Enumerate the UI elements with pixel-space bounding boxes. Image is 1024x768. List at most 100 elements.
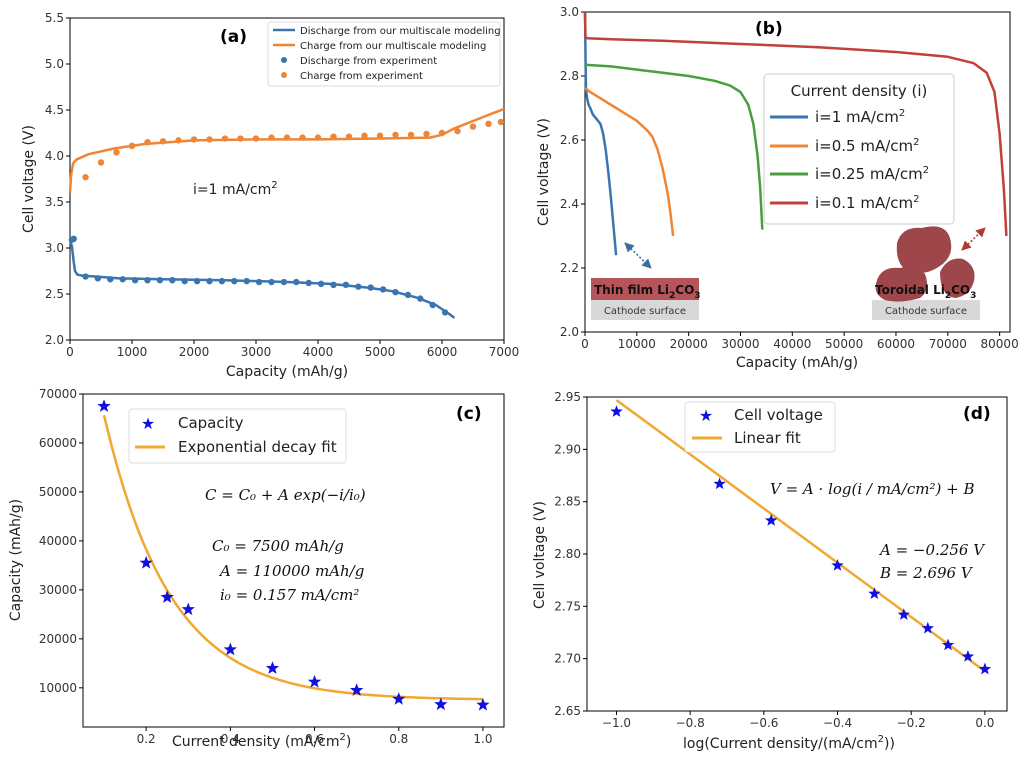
data-point <box>131 277 139 284</box>
data-point <box>379 286 387 293</box>
data-point-star <box>897 608 910 620</box>
x-tick-label: 70000 <box>929 337 967 351</box>
data-point-star <box>713 477 726 490</box>
cathode-surface-left <box>591 300 699 320</box>
y-tick-label: 2.6 <box>560 133 579 147</box>
data-point-star <box>941 638 955 651</box>
y-axis-label-c: Capacity (mAh/g) <box>8 499 24 621</box>
data-point <box>97 159 105 166</box>
data-point-star <box>961 650 975 662</box>
equation-c-main: C = C₀ + A exp(−i/i₀) <box>205 486 366 504</box>
data-point-star <box>139 555 153 569</box>
x-tick-label: 30000 <box>721 337 759 351</box>
data-point-star <box>350 683 364 696</box>
data-point <box>423 130 430 138</box>
panel-label-d: (d) <box>963 404 991 424</box>
data-point <box>404 291 412 299</box>
x-tick-label: 2000 <box>179 345 210 359</box>
toroid-blob-top <box>896 226 952 274</box>
equation-c: C = C₀ + A exp(−i/i₀) C₀ = 7500 mAh/g A … <box>205 486 366 604</box>
cathode-surface-label-right: Cathode surface <box>885 306 967 317</box>
y-tick-label: 70000 <box>39 387 77 401</box>
panel-label-b: (b) <box>755 19 783 39</box>
x-tick-label: 4000 <box>303 345 334 359</box>
x-tick-label: −0.8 <box>676 716 705 730</box>
data-point <box>169 277 176 284</box>
data-point-star <box>97 399 111 412</box>
y-tick-label: 10000 <box>39 681 77 695</box>
data-point <box>119 276 126 283</box>
data-point <box>280 278 288 286</box>
legend-b: Current density (i) i=1 mA/cm2 i=0.5 mA/… <box>763 73 955 225</box>
data-point <box>314 134 322 141</box>
data-point <box>283 134 291 141</box>
x-tick-label: 3000 <box>241 345 272 359</box>
data-point <box>293 278 300 286</box>
x-tick-label: 1000 <box>117 345 148 359</box>
x-tick-label: −0.2 <box>897 716 926 730</box>
linear-fit-line <box>615 399 986 673</box>
y-tick-label: 30000 <box>39 583 77 597</box>
y-tick-label: 2.75 <box>554 599 581 613</box>
y-tick-label: 2.0 <box>45 333 64 347</box>
equation-d: V = A · log(i / mA/cm²) + B A = −0.256 V… <box>770 480 986 582</box>
data-point <box>417 295 424 302</box>
series-line-3 <box>583 11 1008 237</box>
y-tick-label: 2.8 <box>560 69 579 83</box>
data-point <box>206 277 213 285</box>
data-point-star <box>868 587 881 599</box>
data-point <box>485 120 492 128</box>
data-point <box>317 280 325 288</box>
x-tick-label: 10000 <box>618 337 656 351</box>
y-tick-label: 2.0 <box>560 325 579 339</box>
y-tick-label: 20000 <box>39 632 77 646</box>
data-point <box>128 142 136 150</box>
data-point-star <box>265 661 280 674</box>
equation-c-c0: C₀ = 7500 mAh/g <box>212 537 344 555</box>
data-point <box>392 131 399 139</box>
legend-exp-fit: Exponential decay fit <box>178 438 337 456</box>
toroid-blob-right <box>940 258 975 298</box>
y-tick-label: 2.4 <box>560 197 579 211</box>
data-point <box>252 135 260 142</box>
x-tick-label: 0.2 <box>137 732 156 746</box>
x-tick-label: 1.0 <box>473 732 492 746</box>
y-tick-label: 60000 <box>39 436 77 450</box>
y-tick-label: 40000 <box>39 534 77 548</box>
data-point <box>392 288 399 296</box>
y-tick-label: 2.95 <box>554 390 581 404</box>
annotation-current-density: i=1 mA/cm2 <box>193 180 278 198</box>
y-tick-label: 3.0 <box>560 5 579 19</box>
y-tick-label: 2.90 <box>554 442 581 456</box>
inset-thin-film: Thin film Li2CO3 Cathode surface <box>591 242 701 320</box>
x-tick-label: 0.4 <box>221 732 240 746</box>
legend-box-b <box>763 73 955 225</box>
legend-i025: i=0.25 mA/cm2 <box>815 165 929 183</box>
y-tick-label: 4.5 <box>45 103 64 117</box>
x-tick-label: −1.0 <box>602 716 631 730</box>
data-point <box>190 136 198 143</box>
data-point <box>70 235 77 242</box>
x-tick-label: 7000 <box>489 345 520 359</box>
y-tick-label: 2.85 <box>554 495 581 509</box>
legend-title-b: Current density (i) <box>791 82 928 100</box>
legend-swatch-discharge-exp <box>281 57 287 63</box>
data-point <box>330 133 337 140</box>
y-axis-label-d: Cell voltage (V) <box>532 501 548 609</box>
panel-label-a: (a) <box>220 27 247 47</box>
toroidal-arrow <box>961 227 986 251</box>
data-point <box>175 137 182 144</box>
cathode-surface-right <box>872 300 980 320</box>
data-point-star <box>610 405 623 417</box>
data-point <box>193 277 201 285</box>
legend-box-c <box>128 408 347 464</box>
data-point <box>299 134 306 141</box>
data-point <box>342 281 350 288</box>
plot-frame-b <box>584 11 1011 333</box>
x-tick-label: 80000 <box>981 337 1019 351</box>
series-line-0 <box>583 11 618 256</box>
data-point <box>345 133 353 140</box>
data-point <box>113 149 120 156</box>
x-tick-label: −0.4 <box>823 716 852 730</box>
